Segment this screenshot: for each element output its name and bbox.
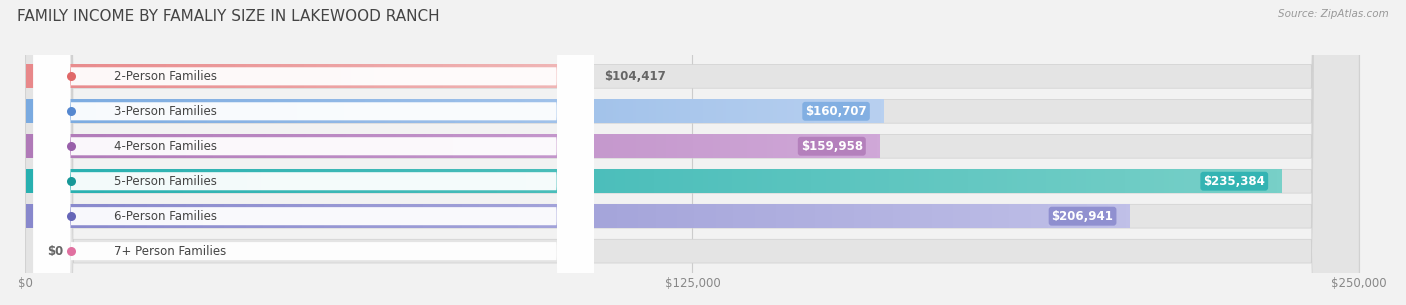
Text: $0: $0 [46, 245, 63, 258]
Text: Source: ZipAtlas.com: Source: ZipAtlas.com [1278, 9, 1389, 19]
FancyBboxPatch shape [25, 0, 1360, 305]
Text: 6-Person Families: 6-Person Families [114, 210, 217, 223]
FancyBboxPatch shape [34, 0, 593, 305]
Text: $160,707: $160,707 [806, 105, 868, 118]
FancyBboxPatch shape [25, 0, 1360, 305]
Text: 3-Person Families: 3-Person Families [114, 105, 217, 118]
FancyBboxPatch shape [25, 0, 1360, 305]
FancyBboxPatch shape [34, 0, 593, 305]
Text: $235,384: $235,384 [1204, 175, 1265, 188]
FancyBboxPatch shape [34, 0, 593, 305]
Text: 7+ Person Families: 7+ Person Families [114, 245, 226, 258]
FancyBboxPatch shape [25, 0, 1360, 305]
Text: $104,417: $104,417 [605, 70, 665, 83]
FancyBboxPatch shape [34, 0, 593, 305]
FancyBboxPatch shape [34, 0, 593, 305]
Text: 2-Person Families: 2-Person Families [114, 70, 217, 83]
Text: $206,941: $206,941 [1052, 210, 1114, 223]
FancyBboxPatch shape [25, 0, 1360, 305]
Text: $159,958: $159,958 [801, 140, 863, 153]
FancyBboxPatch shape [25, 0, 1360, 305]
FancyBboxPatch shape [34, 0, 593, 305]
Text: 5-Person Families: 5-Person Families [114, 175, 217, 188]
Text: FAMILY INCOME BY FAMALIY SIZE IN LAKEWOOD RANCH: FAMILY INCOME BY FAMALIY SIZE IN LAKEWOO… [17, 9, 440, 24]
Text: 4-Person Families: 4-Person Families [114, 140, 217, 153]
